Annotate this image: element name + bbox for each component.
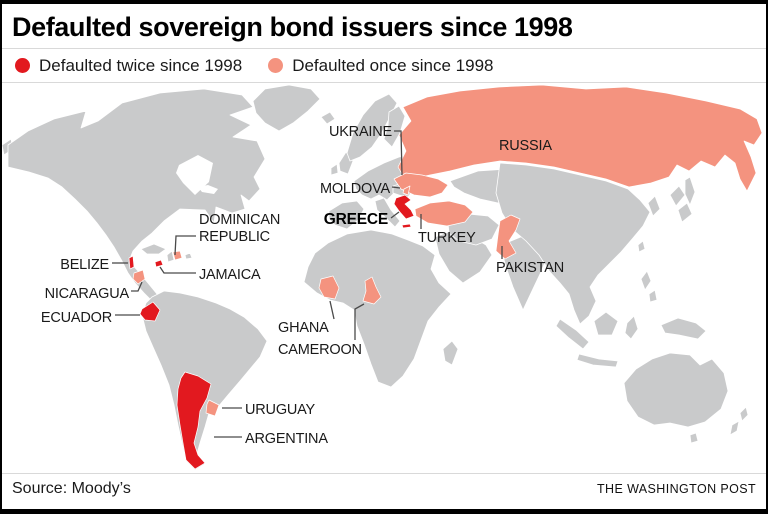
landmass-taiwan [637,240,646,253]
landmass-iberia [328,200,365,230]
country-greece [393,194,415,220]
landmass-philippines-south [648,289,658,303]
divider-footer [2,473,766,475]
footer: Source: Moody’s THE WASHINGTON POST [2,474,766,504]
landmass-haiti [166,250,175,263]
source-note: Source: Moody’s [12,480,131,498]
legend-item-once: Defaulted once since 1998 [268,55,494,76]
landmass-greenland [252,84,321,132]
legend: Defaulted twice since 1998 Defaulted onc… [2,49,766,82]
map-label-argentina: ARGENTINA [245,431,328,447]
leader-line-moldova [391,186,401,189]
map-label-moldova: MOLDOVA [320,181,391,197]
world-map-svg: UKRAINE RUSSIA MOLDOVA GREECE TURKEY PAKISTAN… [2,84,763,471]
country-nicaragua [132,269,146,285]
landmass-iceland [320,111,336,125]
map-label-dominican-republic: DOMINICAN [199,212,280,228]
legend-label-once: Defaulted once since 1998 [292,55,494,75]
leader-line-nicaragua [131,281,143,292]
country-ghana [318,275,340,300]
map-labels: UKRAINE RUSSIA MOLDOVA GREECE TURKEY PAKISTAN… [41,124,564,447]
landmass-new-zealand-south [729,420,740,436]
country-greece-crete [401,223,412,229]
leader-line-greece [390,211,400,219]
map-label-ecuador: ECUADOR [41,310,112,326]
landmass-australia [623,352,729,428]
landmass-sumatra [555,318,590,350]
map-label-uruguay: URUGUAY [245,402,316,418]
legend-dot-once-icon [268,58,284,74]
leader-line-ghana [329,300,335,320]
leader-line-dominican-republic [174,235,196,256]
landmass-borneo [593,311,619,336]
map-label-cameroon: CAMEROON [278,342,362,358]
landmass-africa [303,229,452,388]
map-label-jamaica: JAMAICA [199,267,261,283]
landmass-ireland [330,163,339,176]
landmass-finland [383,105,406,148]
publisher-credit: THE WASHINGTON POST [597,482,756,497]
landmass-philippines-north [640,270,652,291]
map-label-turkey: TURKEY [418,230,476,246]
world-map: UKRAINE RUSSIA MOLDOVA GREECE TURKEY PAKISTAN… [2,83,766,473]
landmass-italy [374,197,401,228]
country-argentina [176,371,212,470]
legend-dot-twice-icon [15,58,30,74]
countries-defaulted-once [132,84,763,417]
countries-defaulted-twice [128,194,415,470]
country-jamaica [154,259,164,268]
landmass-north-america [7,88,266,303]
leader-line-ukraine [394,130,403,176]
divider-top [2,48,766,50]
map-label-pakistan: PAKISTAN [496,260,564,276]
landmass-new-zealand-north [739,406,749,422]
map-label-russia: RUSSIA [499,138,552,154]
landmass-cuba [140,243,167,255]
landmass-java [576,353,619,368]
hudson-bay [176,155,213,196]
map-label-belize: BELIZE [60,257,109,273]
great-lakes [198,185,218,195]
landmass-madagascar [442,340,459,366]
landmass-china-sea [495,162,651,325]
country-ecuador [139,301,161,322]
landmass-korea [647,195,661,217]
country-russia [397,84,763,192]
landmass-japan-south [677,202,693,223]
legend-item-twice: Defaulted twice since 1998 [15,56,242,76]
country-cameroon [362,276,382,305]
country-dominican-republic [172,250,183,261]
legend-label-twice: Defaulted twice since 1998 [39,55,243,75]
header: Defaulted sovereign bond issuers since 1… [2,4,766,48]
page-title: Defaulted sovereign bond issuers since 1… [12,12,573,42]
country-turkey [414,200,474,227]
map-label-greece: GREECE [324,211,388,228]
landmass-japan-north [669,185,686,207]
map-label-ghana: GHANA [278,320,329,336]
country-uruguay [205,399,220,417]
landmass-sulawesi [624,315,639,340]
map-label-dominican-republic: REPUBLIC [199,229,270,245]
country-moldova [402,185,411,196]
landmass-new-guinea [660,317,707,340]
landmass-puerto-rico [184,252,193,260]
leader-line-jamaica [159,266,196,274]
divider-legend [2,82,766,84]
map-label-nicaragua: NICARAGUA [45,286,130,302]
landmass-sakhalin [684,176,696,206]
leader-line-cameroon [354,303,365,341]
country-belize [128,255,135,270]
landmass-tasmania [689,432,699,444]
map-label-ukraine: UKRAINE [329,124,393,140]
